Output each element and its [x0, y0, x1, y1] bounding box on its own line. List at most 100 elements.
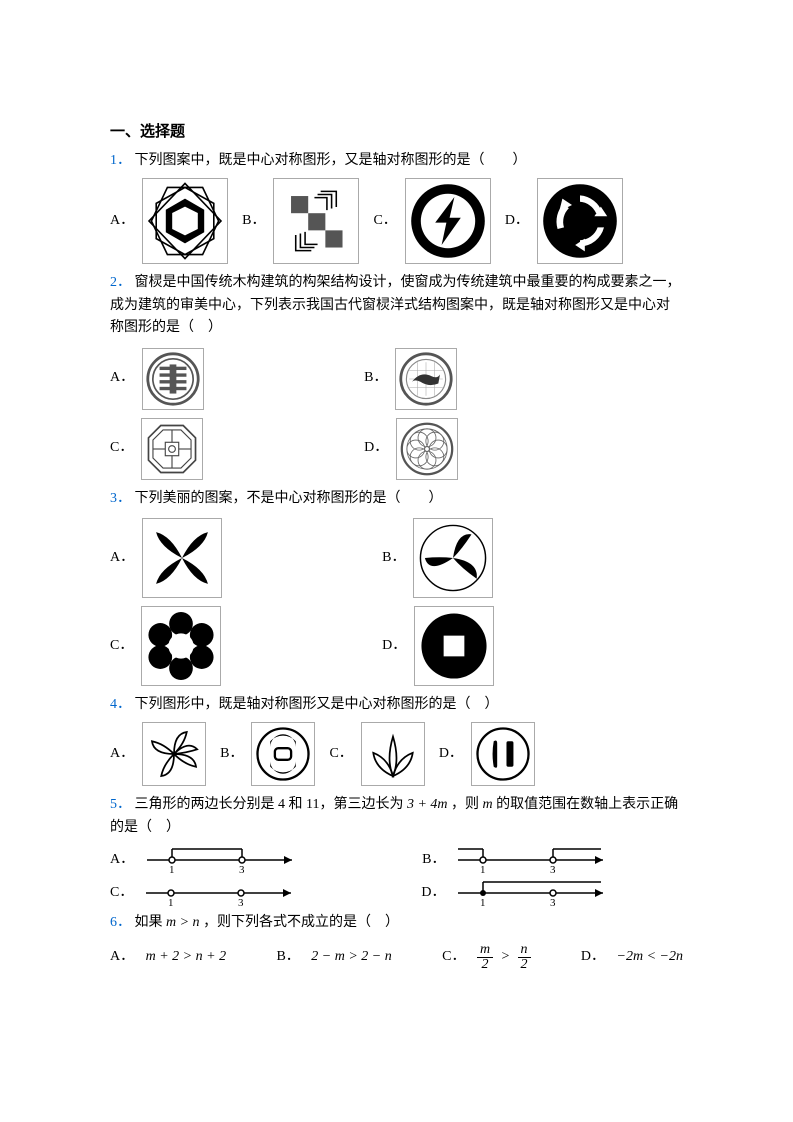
svg-text:3: 3 [550, 897, 556, 908]
q5-options: A． 1 3 B． [110, 845, 683, 908]
q3-options: A． C． [110, 516, 683, 688]
q1-opt-c: C． [373, 178, 490, 264]
q1-label-d: D． [505, 210, 529, 232]
q3-label-b: B． [382, 547, 405, 569]
q2-img-d [396, 418, 458, 480]
svg-text:1: 1 [480, 897, 486, 908]
flower-mesh-icon [399, 421, 455, 477]
q2-label-a: A． [110, 367, 134, 389]
q1-img-b [273, 178, 359, 264]
q3-label-d: D． [382, 635, 406, 657]
q2-number: 2． [110, 275, 131, 290]
svg-text:3: 3 [239, 864, 245, 875]
q5-label-b: B． [422, 849, 445, 871]
q6-text-after: ，则下列各式不成立的是（ ） [203, 915, 399, 930]
q6-options: A． m + 2 > n + 2 B． 2 − m > 2 − n C． m 2… [110, 943, 683, 972]
q5-expr2: m [483, 797, 493, 812]
q4-opt-c: C． [329, 722, 424, 786]
q5-label-a: A． [110, 849, 134, 871]
q6-expr-d: −2m < −2n [617, 949, 683, 964]
q4-img-a [142, 722, 206, 786]
q3-number: 3． [110, 491, 131, 506]
q4-img-d [471, 722, 535, 786]
question-5: 5． 三角形的两边长分别是 4 和 11，第三边长为 3 + 4m ，则 m 的… [110, 794, 683, 839]
q6-gt: > [501, 949, 510, 964]
four-petal-icon [145, 521, 219, 595]
q6-label-d: D． [581, 949, 605, 964]
q3-label-a: A． [110, 547, 134, 569]
q6-opt-b: B． 2 − m > 2 − n [276, 946, 391, 968]
question-1: 1． 下列图案中，既是中心对称图形，又是轴对称图形的是（ ） [110, 150, 683, 172]
q6-number: 6． [110, 915, 131, 930]
three-leaf-icon [364, 725, 422, 783]
q3-opt-b: B． [382, 518, 494, 598]
q3-opt-a: A． [110, 518, 222, 598]
coin-square-hole-icon [417, 609, 491, 683]
number-line-b-icon: 1 3 [453, 845, 613, 875]
svg-text:1: 1 [168, 897, 174, 908]
number-line-d-icon: 1 3 [453, 878, 613, 908]
q6-opt-a: A． m + 2 > n + 2 [110, 946, 226, 968]
q6-expr-b: 2 − m > 2 − n [311, 949, 391, 964]
q3-img-c [141, 606, 221, 686]
q4-opt-d: D． [439, 722, 535, 786]
q5-expr1: 3 + 4m [407, 797, 448, 812]
q5-opt-d: D． 1 3 [421, 878, 613, 908]
q4-img-b [251, 722, 315, 786]
q6-label-b: B． [276, 949, 299, 964]
q3-label-c: C． [110, 635, 133, 657]
q6-cond: m > n [166, 915, 200, 930]
q4-img-c [361, 722, 425, 786]
double-happiness-icon [145, 351, 201, 407]
q4-opt-b: B． [220, 722, 315, 786]
question-2: 2． 窗棂是中国传统木构建筑的构架结构设计，使窗成为传统建筑中最重要的构成要素之… [110, 272, 683, 339]
q1-text: 下列图案中，既是中心对称图形，又是轴对称图形的是（ ） [135, 153, 527, 168]
q4-options: A． B． C． [110, 722, 683, 786]
q6-label-a: A． [110, 949, 134, 964]
two-prong-socket-icon [474, 725, 532, 783]
q6-frac-n: n 2 [518, 943, 531, 972]
q1-options: A． B． [110, 178, 683, 264]
q2-opt-b: B． [364, 348, 458, 410]
q2-label-d: D． [364, 437, 388, 459]
octagon-lattice-icon [144, 421, 200, 477]
q1-img-c [405, 178, 491, 264]
fish-circle-icon [398, 351, 454, 407]
q1-opt-a: A． [110, 178, 228, 264]
question-3: 3． 下列美丽的图案，不是中心对称图形的是（ ） [110, 488, 683, 510]
q3-opt-c: C． [110, 606, 222, 686]
three-blade-icon [416, 521, 490, 595]
q1-opt-b: B． [242, 178, 359, 264]
svg-text:1: 1 [169, 864, 175, 875]
socket-round-icon [254, 725, 312, 783]
q5-label-d: D． [421, 882, 445, 904]
q4-label-a: A． [110, 743, 134, 765]
q4-opt-a: A． [110, 722, 206, 786]
section-title: 一、选择题 [110, 120, 683, 144]
q2-opt-d: D． [364, 418, 458, 480]
recycle-arrows-icon [540, 181, 620, 261]
q6-label-c: C． [442, 949, 465, 964]
question-4: 4． 下列图形中，既是轴对称图形又是中心对称图形的是（ ） [110, 694, 683, 716]
number-line-a-icon: 1 3 [142, 845, 302, 875]
q1-img-d [537, 178, 623, 264]
number-line-c-icon: 1 3 [141, 878, 301, 908]
q2-img-a [142, 348, 204, 410]
q2-text: 窗棂是中国传统木构建筑的构架结构设计，使窗成为传统建筑中最重要的构成要素之一，成… [110, 275, 681, 335]
pinwheel-icon [145, 725, 203, 783]
q2-label-c: C． [110, 437, 133, 459]
q5-opt-a: A． 1 3 [110, 845, 302, 875]
q4-number: 4． [110, 697, 131, 712]
q4-label-c: C． [329, 743, 352, 765]
q6-text-before: 如果 [135, 915, 163, 930]
q3-img-b [413, 518, 493, 598]
q5-text-before: 三角形的两边长分别是 4 和 11，第三边长为 [135, 797, 404, 812]
q2-img-b [395, 348, 457, 410]
q5-text-mid: ，则 [451, 797, 479, 812]
flower-six-petal-icon [144, 609, 218, 683]
q3-opt-d: D． [382, 606, 494, 686]
lightning-circle-icon [408, 181, 488, 261]
q1-opt-d: D． [505, 178, 623, 264]
q2-label-b: B． [364, 367, 387, 389]
q3-text: 下列美丽的图案，不是中心对称图形的是（ ） [135, 491, 443, 506]
